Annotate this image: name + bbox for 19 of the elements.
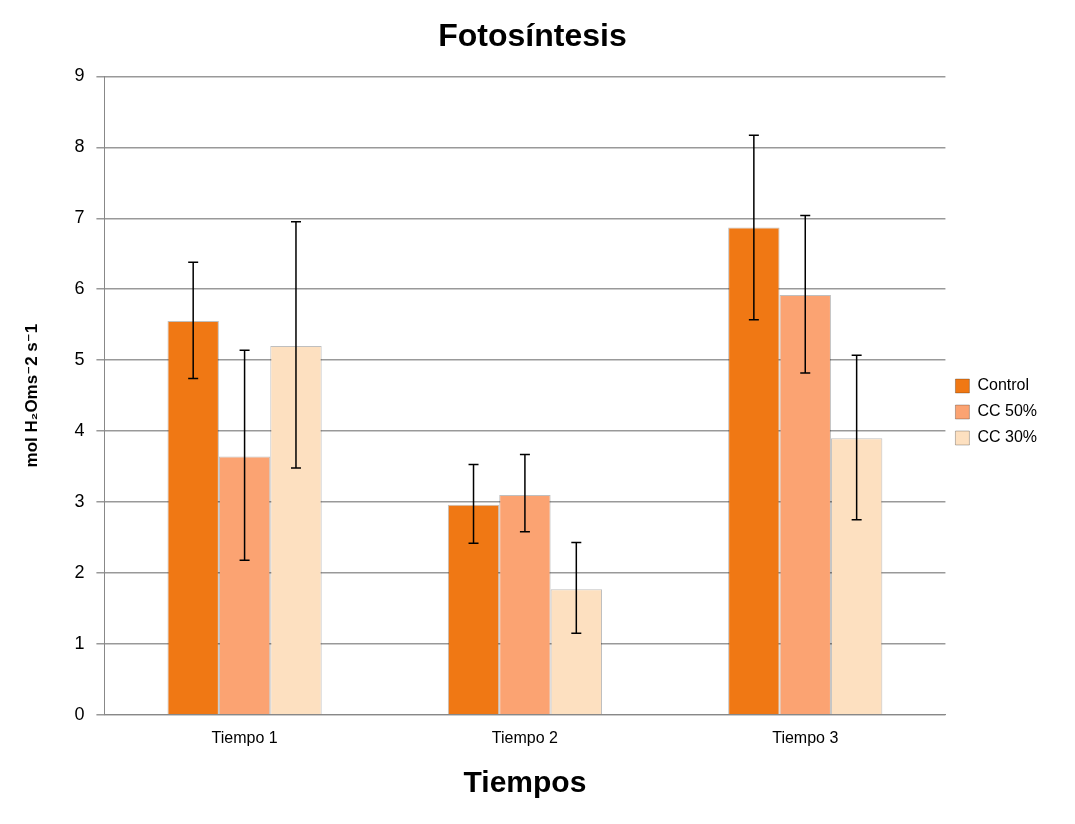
y-tick-label: 9 — [74, 65, 85, 86]
chart-title: Fotosíntesis — [438, 17, 627, 54]
y-tick-label: 0 — [74, 703, 85, 724]
y-tick-label: 4 — [74, 420, 85, 441]
x-tick-label: Tiempo 1 — [211, 728, 278, 746]
y-tick-label: 8 — [74, 136, 85, 157]
legend-label: CC 30% — [977, 428, 1037, 446]
y-tick-label: 2 — [74, 561, 85, 582]
x-axis-title: Tiempos — [463, 765, 587, 799]
y-tick-label: 5 — [74, 349, 85, 370]
y-tick-label: 6 — [74, 278, 85, 299]
legend-label: CC 50% — [977, 402, 1037, 420]
y-tick-label: 3 — [74, 490, 85, 511]
x-tick-label: Tiempo 2 — [491, 728, 559, 746]
legend-label: Control — [977, 376, 1029, 394]
y-axis-title: mol H₂Oms⁻2 s⁻1 — [21, 323, 41, 468]
y-tick-label: 7 — [74, 207, 85, 228]
y-tick-label: 1 — [74, 632, 85, 653]
x-tick-label: Tiempo 3 — [772, 728, 839, 746]
